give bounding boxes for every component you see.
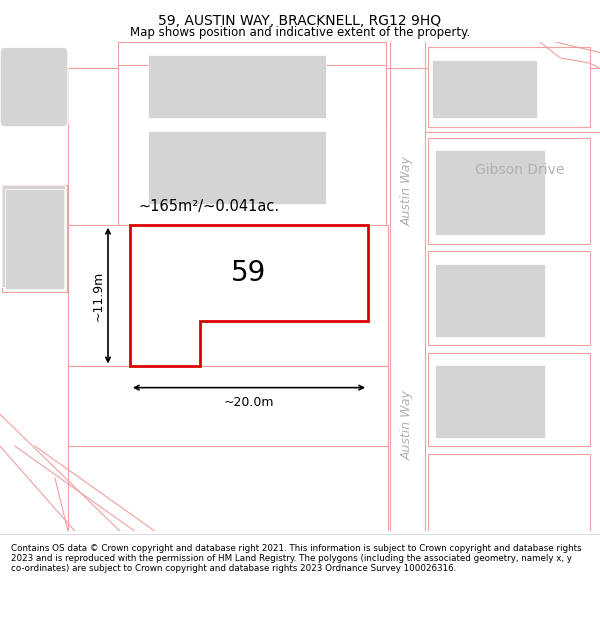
Text: 59, AUSTIN WAY, BRACKNELL, RG12 9HQ: 59, AUSTIN WAY, BRACKNELL, RG12 9HQ — [158, 14, 442, 28]
Bar — [118, 65, 386, 225]
Bar — [428, 138, 590, 244]
Bar — [428, 454, 590, 531]
Bar — [68, 69, 118, 319]
Bar — [432, 60, 537, 119]
Text: ~20.0m: ~20.0m — [224, 396, 274, 409]
Text: Map shows position and indicative extent of the property.: Map shows position and indicative extent… — [130, 26, 470, 39]
FancyBboxPatch shape — [0, 48, 68, 127]
Bar — [428, 251, 590, 345]
Bar — [435, 365, 545, 438]
Text: ~11.9m: ~11.9m — [92, 271, 105, 321]
Bar — [68, 225, 388, 366]
Text: 59: 59 — [232, 259, 266, 287]
Text: Contains OS data © Crown copyright and database right 2021. This information is : Contains OS data © Crown copyright and d… — [11, 544, 581, 573]
Bar — [2, 186, 67, 292]
Text: Austin Way: Austin Way — [401, 156, 413, 226]
Bar — [68, 366, 388, 531]
Polygon shape — [130, 225, 368, 366]
Text: ~165m²/~0.041ac.: ~165m²/~0.041ac. — [138, 199, 279, 214]
Bar — [428, 48, 590, 127]
Bar — [68, 366, 388, 446]
Bar — [118, 42, 386, 129]
Bar — [435, 264, 545, 337]
Bar — [428, 352, 590, 446]
Bar — [2, 186, 65, 286]
Bar — [148, 54, 326, 119]
Bar — [435, 151, 545, 236]
Text: Gibson Drive: Gibson Drive — [475, 162, 565, 176]
Bar — [5, 189, 64, 289]
Polygon shape — [390, 42, 425, 531]
Text: Austin Way: Austin Way — [401, 390, 413, 460]
Bar — [148, 131, 326, 204]
